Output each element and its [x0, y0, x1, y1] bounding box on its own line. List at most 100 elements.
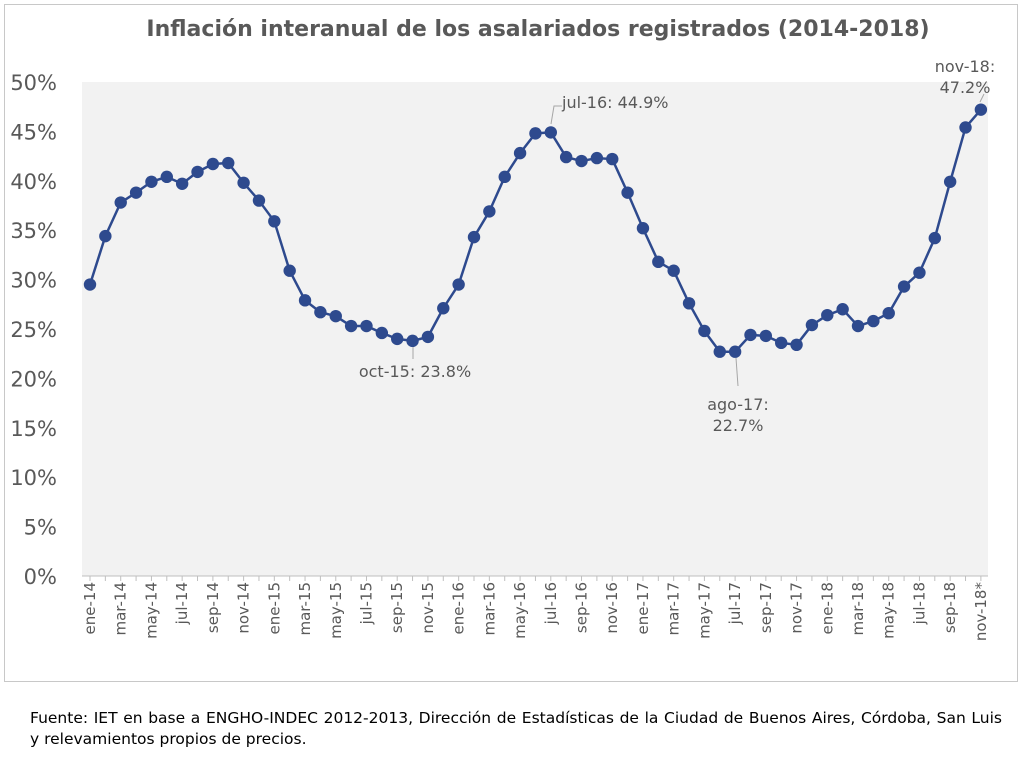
x-tick-label: may-17	[695, 582, 713, 639]
data-point	[621, 186, 634, 199]
x-tick-label: mar-16	[480, 582, 498, 636]
data-point	[867, 314, 880, 328]
x-tick-label: nov-14	[235, 582, 253, 634]
data-point	[129, 186, 143, 199]
data-point	[191, 165, 204, 179]
data-point	[943, 175, 957, 188]
annotation-leader	[979, 93, 985, 103]
x-tick-label: ene-17	[634, 582, 652, 634]
x-tick-label: mar-18	[849, 582, 867, 636]
x-tick-label: mar-17	[665, 582, 683, 636]
x-tick-label: may-14	[142, 582, 160, 639]
data-point	[206, 157, 220, 171]
y-tick-label: 35%	[10, 219, 57, 243]
x-tick-label: ene-14	[81, 582, 99, 634]
x-tick-label: ene-16	[450, 582, 468, 634]
data-label: ago-17:	[707, 395, 769, 414]
x-tick-label: mar-14	[112, 582, 130, 636]
data-label: 47.2%	[940, 78, 991, 97]
data-label: nov-18:	[935, 57, 996, 76]
data-point	[391, 332, 404, 346]
data-point	[437, 302, 450, 315]
y-tick-label: 0%	[24, 565, 57, 589]
data-point	[344, 319, 358, 333]
data-point	[268, 215, 281, 228]
data-point	[805, 318, 819, 332]
x-tick-label: sep-16	[573, 582, 591, 633]
x-tick-label: may-16	[511, 582, 529, 639]
line-chart: Inflación interanual de los asalariados …	[10, 17, 995, 642]
x-tick-label: jul-18	[910, 582, 928, 625]
x-tick-label: nov-15	[419, 582, 437, 634]
data-point	[974, 103, 988, 116]
data-point	[99, 229, 112, 243]
data-point	[498, 170, 511, 184]
y-tick-label: 45%	[10, 120, 57, 144]
series	[83, 103, 988, 358]
annotation-leader	[550, 105, 562, 125]
x-tick-label: ene-15	[265, 582, 283, 634]
x-tick-label: nov-18*	[972, 582, 990, 642]
y-tick-label: 50%	[10, 71, 57, 95]
data-point	[298, 294, 312, 307]
data-point	[913, 266, 926, 279]
data-point	[667, 264, 680, 277]
data-point	[590, 151, 604, 165]
data-point	[375, 326, 389, 340]
data-label: jul-16: 44.9%	[561, 93, 668, 112]
data-point	[467, 230, 481, 244]
x-tick-label: sep-15	[388, 582, 406, 633]
y-tick-label: 40%	[10, 170, 57, 194]
x-tick-label: sep-14	[204, 582, 222, 633]
annotations: jul-16: 44.9% oct-15: 23.8% ago-17: 22.7% no…	[359, 57, 995, 435]
x-tick-label: mar-15	[296, 582, 314, 636]
x-tick-label: nov-16	[603, 582, 621, 634]
data-point	[513, 146, 527, 160]
y-tick-label: 25%	[10, 318, 57, 342]
data-point	[790, 338, 803, 352]
data-point	[175, 177, 189, 190]
x-tick-label: ene-18	[818, 582, 836, 634]
y-tick-label: 20%	[10, 367, 57, 391]
y-axis: 0% 5% 10% 15% 20% 25% 30% 35% 40% 45% 50%	[10, 71, 57, 589]
x-tick-label: sep-17	[757, 582, 775, 633]
data-point	[959, 121, 972, 134]
data-point	[775, 336, 788, 350]
data-label: 22.7%	[713, 416, 764, 435]
data-point	[928, 231, 941, 245]
data-point	[836, 303, 849, 316]
x-tick-label: jul-16	[542, 582, 560, 625]
source-note: Fuente: IET en base a ENGHO-INDEC 2012-2…	[30, 709, 1002, 748]
x-tick-label: may-15	[327, 582, 345, 639]
data-point	[821, 308, 834, 322]
data-point	[682, 297, 696, 310]
x-tick-label: sep-18	[941, 582, 959, 633]
data-point	[636, 222, 650, 235]
data-point	[421, 330, 435, 344]
data-point	[329, 309, 342, 323]
data-point	[897, 280, 911, 293]
data-point	[851, 319, 865, 333]
x-tick-label: jul-15	[357, 582, 375, 625]
data-point	[559, 150, 573, 164]
data-point	[452, 278, 465, 291]
y-tick-label: 15%	[10, 417, 57, 441]
data-point	[575, 154, 588, 168]
y-tick-label: 10%	[10, 466, 57, 490]
data-point	[728, 345, 742, 358]
x-tick-label: nov-17	[788, 582, 806, 634]
data-point	[360, 319, 373, 333]
data-point	[237, 176, 250, 189]
x-tick-label: jul-14	[173, 582, 191, 625]
x-tick-label: may-18	[880, 582, 898, 639]
data-point	[406, 334, 419, 348]
data-point	[744, 328, 757, 342]
data-point	[145, 175, 158, 188]
data-point	[283, 264, 296, 277]
annotation-leader	[735, 357, 739, 387]
data-point	[83, 278, 97, 291]
plot-area-background	[82, 82, 988, 576]
data-point	[222, 156, 235, 170]
y-tick-label: 5%	[24, 516, 57, 540]
data-point	[759, 329, 773, 343]
